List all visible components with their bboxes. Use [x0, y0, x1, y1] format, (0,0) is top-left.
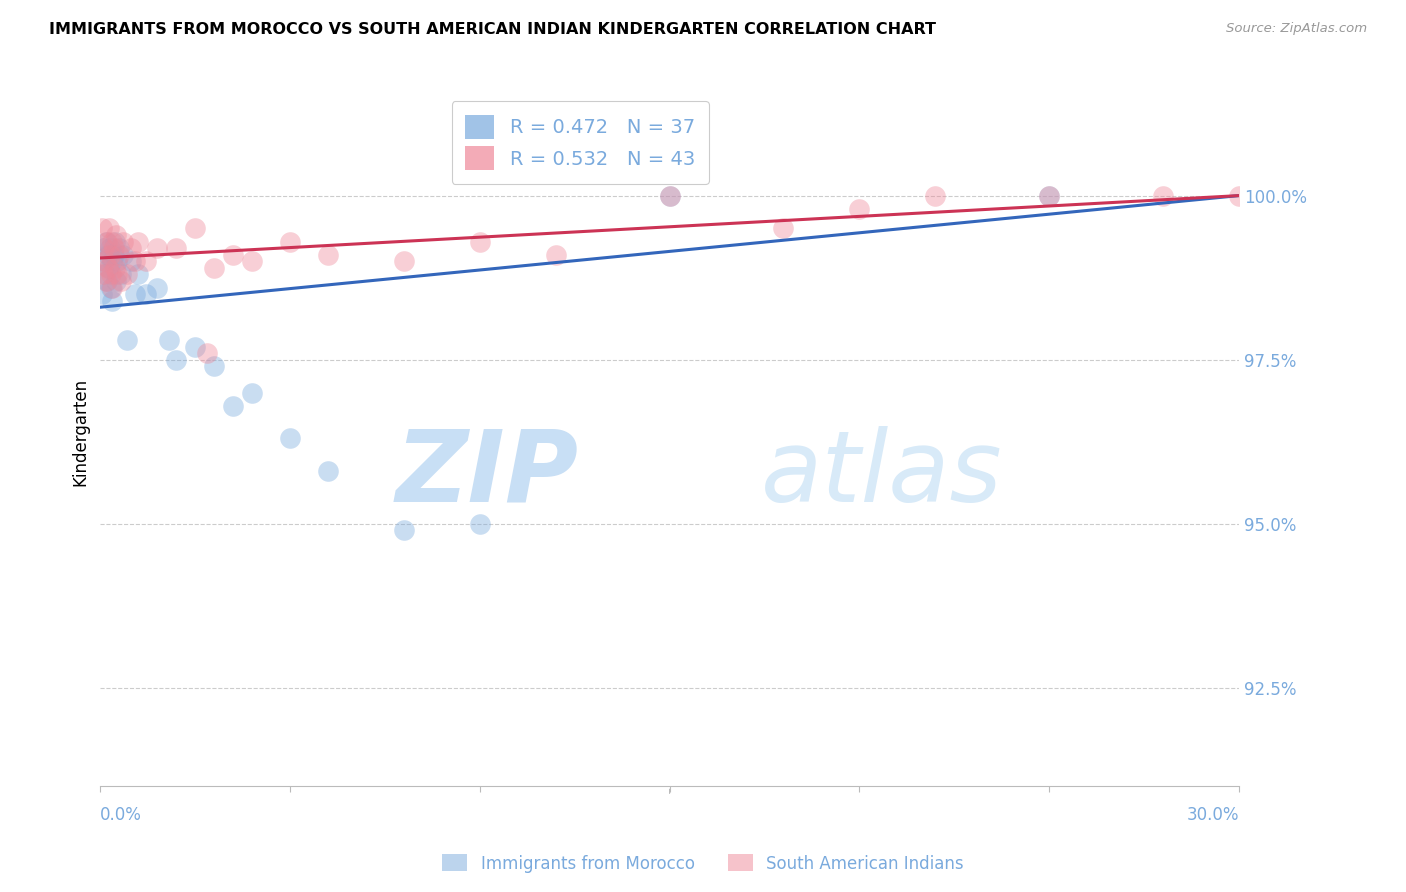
Point — [165, 241, 187, 255]
Point — [94, 268, 117, 282]
Point — [93, 268, 115, 282]
Point — [184, 340, 207, 354]
Point — [93, 241, 115, 255]
Point — [195, 346, 218, 360]
Point — [135, 254, 157, 268]
Point — [98, 248, 121, 262]
Point — [392, 524, 415, 538]
Point — [146, 241, 169, 255]
Point — [93, 254, 115, 268]
Text: 0.0%: 0.0% — [100, 806, 142, 824]
Point — [544, 248, 567, 262]
Legend: Immigrants from Morocco, South American Indians: Immigrants from Morocco, South American … — [436, 847, 970, 880]
Text: IMMIGRANTS FROM MOROCCO VS SOUTH AMERICAN INDIAN KINDERGARTEN CORRELATION CHART: IMMIGRANTS FROM MOROCCO VS SOUTH AMERICA… — [49, 22, 936, 37]
Point — [103, 241, 125, 255]
Y-axis label: Kindergarten: Kindergarten — [72, 378, 89, 486]
Point — [1152, 188, 1174, 202]
Point — [120, 241, 142, 255]
Point — [924, 188, 946, 202]
Point — [1038, 188, 1060, 202]
Point — [278, 432, 301, 446]
Point — [94, 254, 117, 268]
Point — [107, 268, 129, 282]
Point — [112, 248, 135, 262]
Point — [104, 235, 127, 249]
Point — [316, 464, 339, 478]
Point — [94, 274, 117, 288]
Text: 30.0%: 30.0% — [1187, 806, 1239, 824]
Point — [146, 280, 169, 294]
Point — [100, 235, 122, 249]
Point — [104, 227, 127, 242]
Point — [124, 254, 146, 268]
Point — [115, 268, 138, 282]
Point — [772, 221, 794, 235]
Point — [184, 221, 207, 235]
Point — [93, 241, 115, 255]
Point — [103, 248, 125, 262]
Point — [97, 221, 120, 235]
Point — [316, 248, 339, 262]
Point — [127, 235, 149, 249]
Point — [98, 241, 121, 255]
Point — [127, 268, 149, 282]
Text: atlas: atlas — [761, 426, 1002, 523]
Text: Source: ZipAtlas.com: Source: ZipAtlas.com — [1226, 22, 1367, 36]
Point — [240, 254, 263, 268]
Point — [202, 260, 225, 275]
Point — [100, 254, 122, 268]
Point — [120, 254, 142, 268]
Point — [115, 333, 138, 347]
Point — [94, 235, 117, 249]
Point — [101, 293, 124, 308]
Point — [658, 188, 681, 202]
Point — [165, 352, 187, 367]
Point — [124, 287, 146, 301]
Point — [278, 235, 301, 249]
Point — [222, 248, 245, 262]
Point — [110, 268, 132, 282]
Point — [1038, 188, 1060, 202]
Point — [100, 280, 122, 294]
Point — [96, 235, 118, 249]
Point — [91, 287, 114, 301]
Point — [101, 280, 124, 294]
Point — [97, 260, 120, 275]
Point — [468, 235, 491, 249]
Point — [222, 399, 245, 413]
Point — [135, 287, 157, 301]
Point — [100, 268, 122, 282]
Point — [468, 516, 491, 531]
Point — [112, 235, 135, 249]
Point — [202, 359, 225, 374]
Point — [97, 260, 120, 275]
Point — [658, 188, 681, 202]
Point — [91, 221, 114, 235]
Point — [97, 248, 120, 262]
Point — [104, 260, 127, 275]
Point — [108, 248, 131, 262]
Point — [848, 202, 870, 216]
Point — [110, 274, 132, 288]
Point — [104, 274, 127, 288]
Point — [392, 254, 415, 268]
Point — [1227, 188, 1250, 202]
Point — [96, 274, 118, 288]
Legend: R = 0.472   N = 37, R = 0.532   N = 43: R = 0.472 N = 37, R = 0.532 N = 43 — [451, 102, 709, 184]
Point — [240, 385, 263, 400]
Point — [107, 254, 129, 268]
Point — [108, 241, 131, 255]
Point — [157, 333, 180, 347]
Text: ZIP: ZIP — [395, 426, 578, 523]
